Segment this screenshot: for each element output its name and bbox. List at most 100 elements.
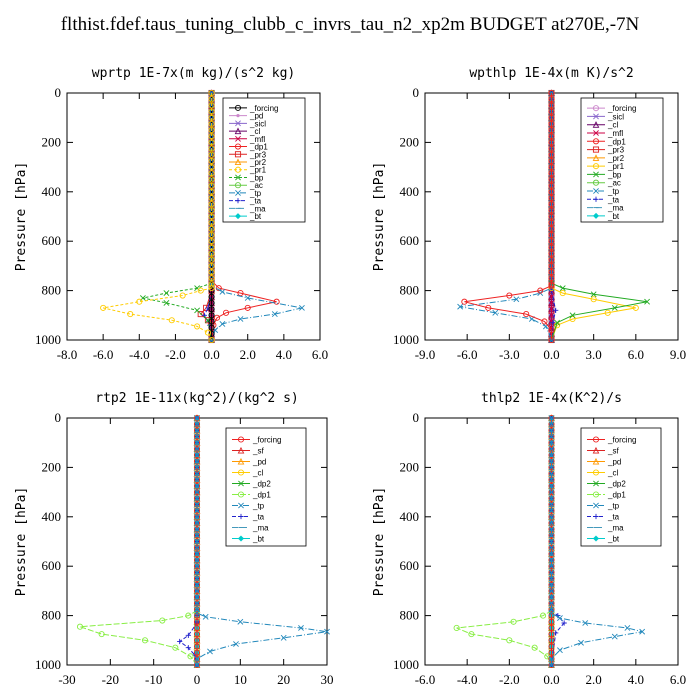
data-point xyxy=(194,323,201,330)
data-point xyxy=(582,620,589,626)
data-point xyxy=(194,587,200,594)
y-tick-label: 600 xyxy=(400,558,420,573)
data-point xyxy=(233,641,239,647)
data-point xyxy=(194,445,200,452)
y-tick-label: 0 xyxy=(413,410,420,425)
legend-marker xyxy=(235,174,241,181)
x-tick-label: 10 xyxy=(234,672,247,687)
y-tick-label: 1000 xyxy=(393,657,419,672)
series-line xyxy=(460,93,552,341)
legend-marker xyxy=(592,535,600,542)
panel-wprtp: wprtp 1E-7x(m kg)/(s^2 kg) Pressure [hPa]… xyxy=(14,66,328,362)
data-point xyxy=(548,581,555,588)
data-point xyxy=(548,250,555,257)
data-point xyxy=(208,238,215,245)
legend-marker xyxy=(593,480,599,487)
data-point xyxy=(194,464,200,471)
data-point xyxy=(219,288,226,295)
data-point xyxy=(510,618,517,625)
data-point xyxy=(172,644,179,651)
data-point xyxy=(208,336,215,344)
data-point xyxy=(194,594,200,600)
x-tick-label: 30 xyxy=(321,672,334,687)
data-point xyxy=(187,653,194,660)
data-point xyxy=(548,275,555,282)
legend-marker xyxy=(234,182,242,189)
data-point xyxy=(194,520,200,526)
data-point xyxy=(194,581,200,588)
series_bp xyxy=(139,90,215,343)
legend-label: _bt xyxy=(249,212,262,221)
legend-marker xyxy=(234,104,242,111)
y-tick-label: 800 xyxy=(42,608,62,623)
data-point xyxy=(548,495,555,502)
data-point xyxy=(548,225,555,232)
legend-label: _forcing xyxy=(252,436,281,445)
legend-marker xyxy=(593,196,599,202)
data-point xyxy=(208,269,215,276)
panel-title: rtp2 1E-11x(kg^2)/(kg^2 s) xyxy=(95,391,299,406)
x-tick-label: -6.0 xyxy=(457,347,478,362)
legend-label: _ac xyxy=(607,179,621,188)
data-point xyxy=(208,299,215,307)
legend-label: _ma xyxy=(249,204,266,213)
data-point xyxy=(244,295,251,301)
legend-label: _pr1 xyxy=(607,162,625,171)
legend-marker xyxy=(237,535,245,542)
data-point xyxy=(548,300,555,306)
data-point xyxy=(208,114,215,121)
legend-label: _ta xyxy=(607,513,620,522)
data-point xyxy=(548,207,555,214)
series_tp xyxy=(194,415,330,668)
data-point xyxy=(194,495,200,502)
data-point xyxy=(548,489,555,496)
data-point xyxy=(548,427,555,434)
data-point xyxy=(554,319,561,326)
data-point xyxy=(548,231,555,239)
y-tick-label: 0 xyxy=(413,85,420,100)
legend-marker xyxy=(592,491,600,498)
data-point xyxy=(194,433,200,440)
data-point xyxy=(548,182,555,189)
data-point xyxy=(548,631,555,638)
data-point xyxy=(208,285,215,292)
data-point xyxy=(208,231,215,239)
x-tick-label: -2.0 xyxy=(499,672,520,687)
panel-title: wprtp 1E-7x(m kg)/(s^2 kg) xyxy=(92,66,296,81)
legend-marker xyxy=(593,513,599,520)
data-point xyxy=(548,188,555,195)
data-point xyxy=(208,306,215,313)
y-tick-label: 800 xyxy=(400,608,420,623)
legend-marker xyxy=(237,436,245,443)
data-point xyxy=(548,312,555,319)
data-point xyxy=(548,256,555,263)
data-point xyxy=(208,219,215,226)
data-point xyxy=(548,452,555,458)
data-point xyxy=(548,532,555,539)
legend-marker xyxy=(592,436,600,443)
data-point xyxy=(208,133,215,140)
legend-marker xyxy=(234,166,242,173)
data-point xyxy=(208,194,215,202)
x-tick-label: 6.0 xyxy=(312,347,328,362)
data-point xyxy=(548,526,555,533)
legend-box xyxy=(580,97,664,223)
data-point xyxy=(163,290,170,296)
data-point xyxy=(548,238,555,245)
data-point xyxy=(468,631,475,638)
legend-label: _mfl xyxy=(607,129,623,138)
series_dp1 xyxy=(76,414,201,669)
legend-label: _dp2 xyxy=(252,480,271,489)
data-point xyxy=(548,415,555,421)
data-point xyxy=(194,470,200,477)
data-point xyxy=(194,501,200,508)
legend: _forcing_sicl_cl_mfl_dp1_pr3_pr2_pr1_bp_… xyxy=(580,97,664,223)
legend-marker xyxy=(593,130,599,136)
data-point xyxy=(553,307,559,313)
legend-label: _pd xyxy=(252,458,266,467)
data-point xyxy=(548,262,555,269)
data-point xyxy=(548,421,555,428)
data-point xyxy=(208,225,215,232)
data-point xyxy=(193,643,201,650)
data-point xyxy=(548,306,555,313)
